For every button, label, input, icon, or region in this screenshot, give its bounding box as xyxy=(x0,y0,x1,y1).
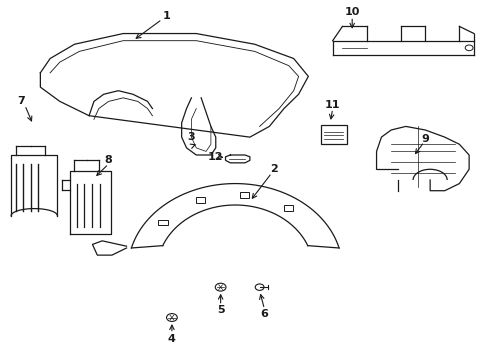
Text: 10: 10 xyxy=(344,7,360,17)
Bar xyxy=(320,125,347,144)
Text: 11: 11 xyxy=(325,100,341,110)
Text: 6: 6 xyxy=(261,309,269,319)
Text: 1: 1 xyxy=(163,11,171,21)
Text: 2: 2 xyxy=(270,164,278,174)
Bar xyxy=(158,220,168,225)
Text: 7: 7 xyxy=(17,96,25,107)
Bar xyxy=(240,192,249,198)
Text: 8: 8 xyxy=(105,156,112,165)
Text: 4: 4 xyxy=(168,334,176,344)
Text: 12: 12 xyxy=(208,152,223,162)
Bar xyxy=(284,205,294,211)
Bar xyxy=(196,197,205,203)
Text: 3: 3 xyxy=(188,132,195,142)
Text: 5: 5 xyxy=(217,305,224,315)
Text: 9: 9 xyxy=(421,134,429,144)
